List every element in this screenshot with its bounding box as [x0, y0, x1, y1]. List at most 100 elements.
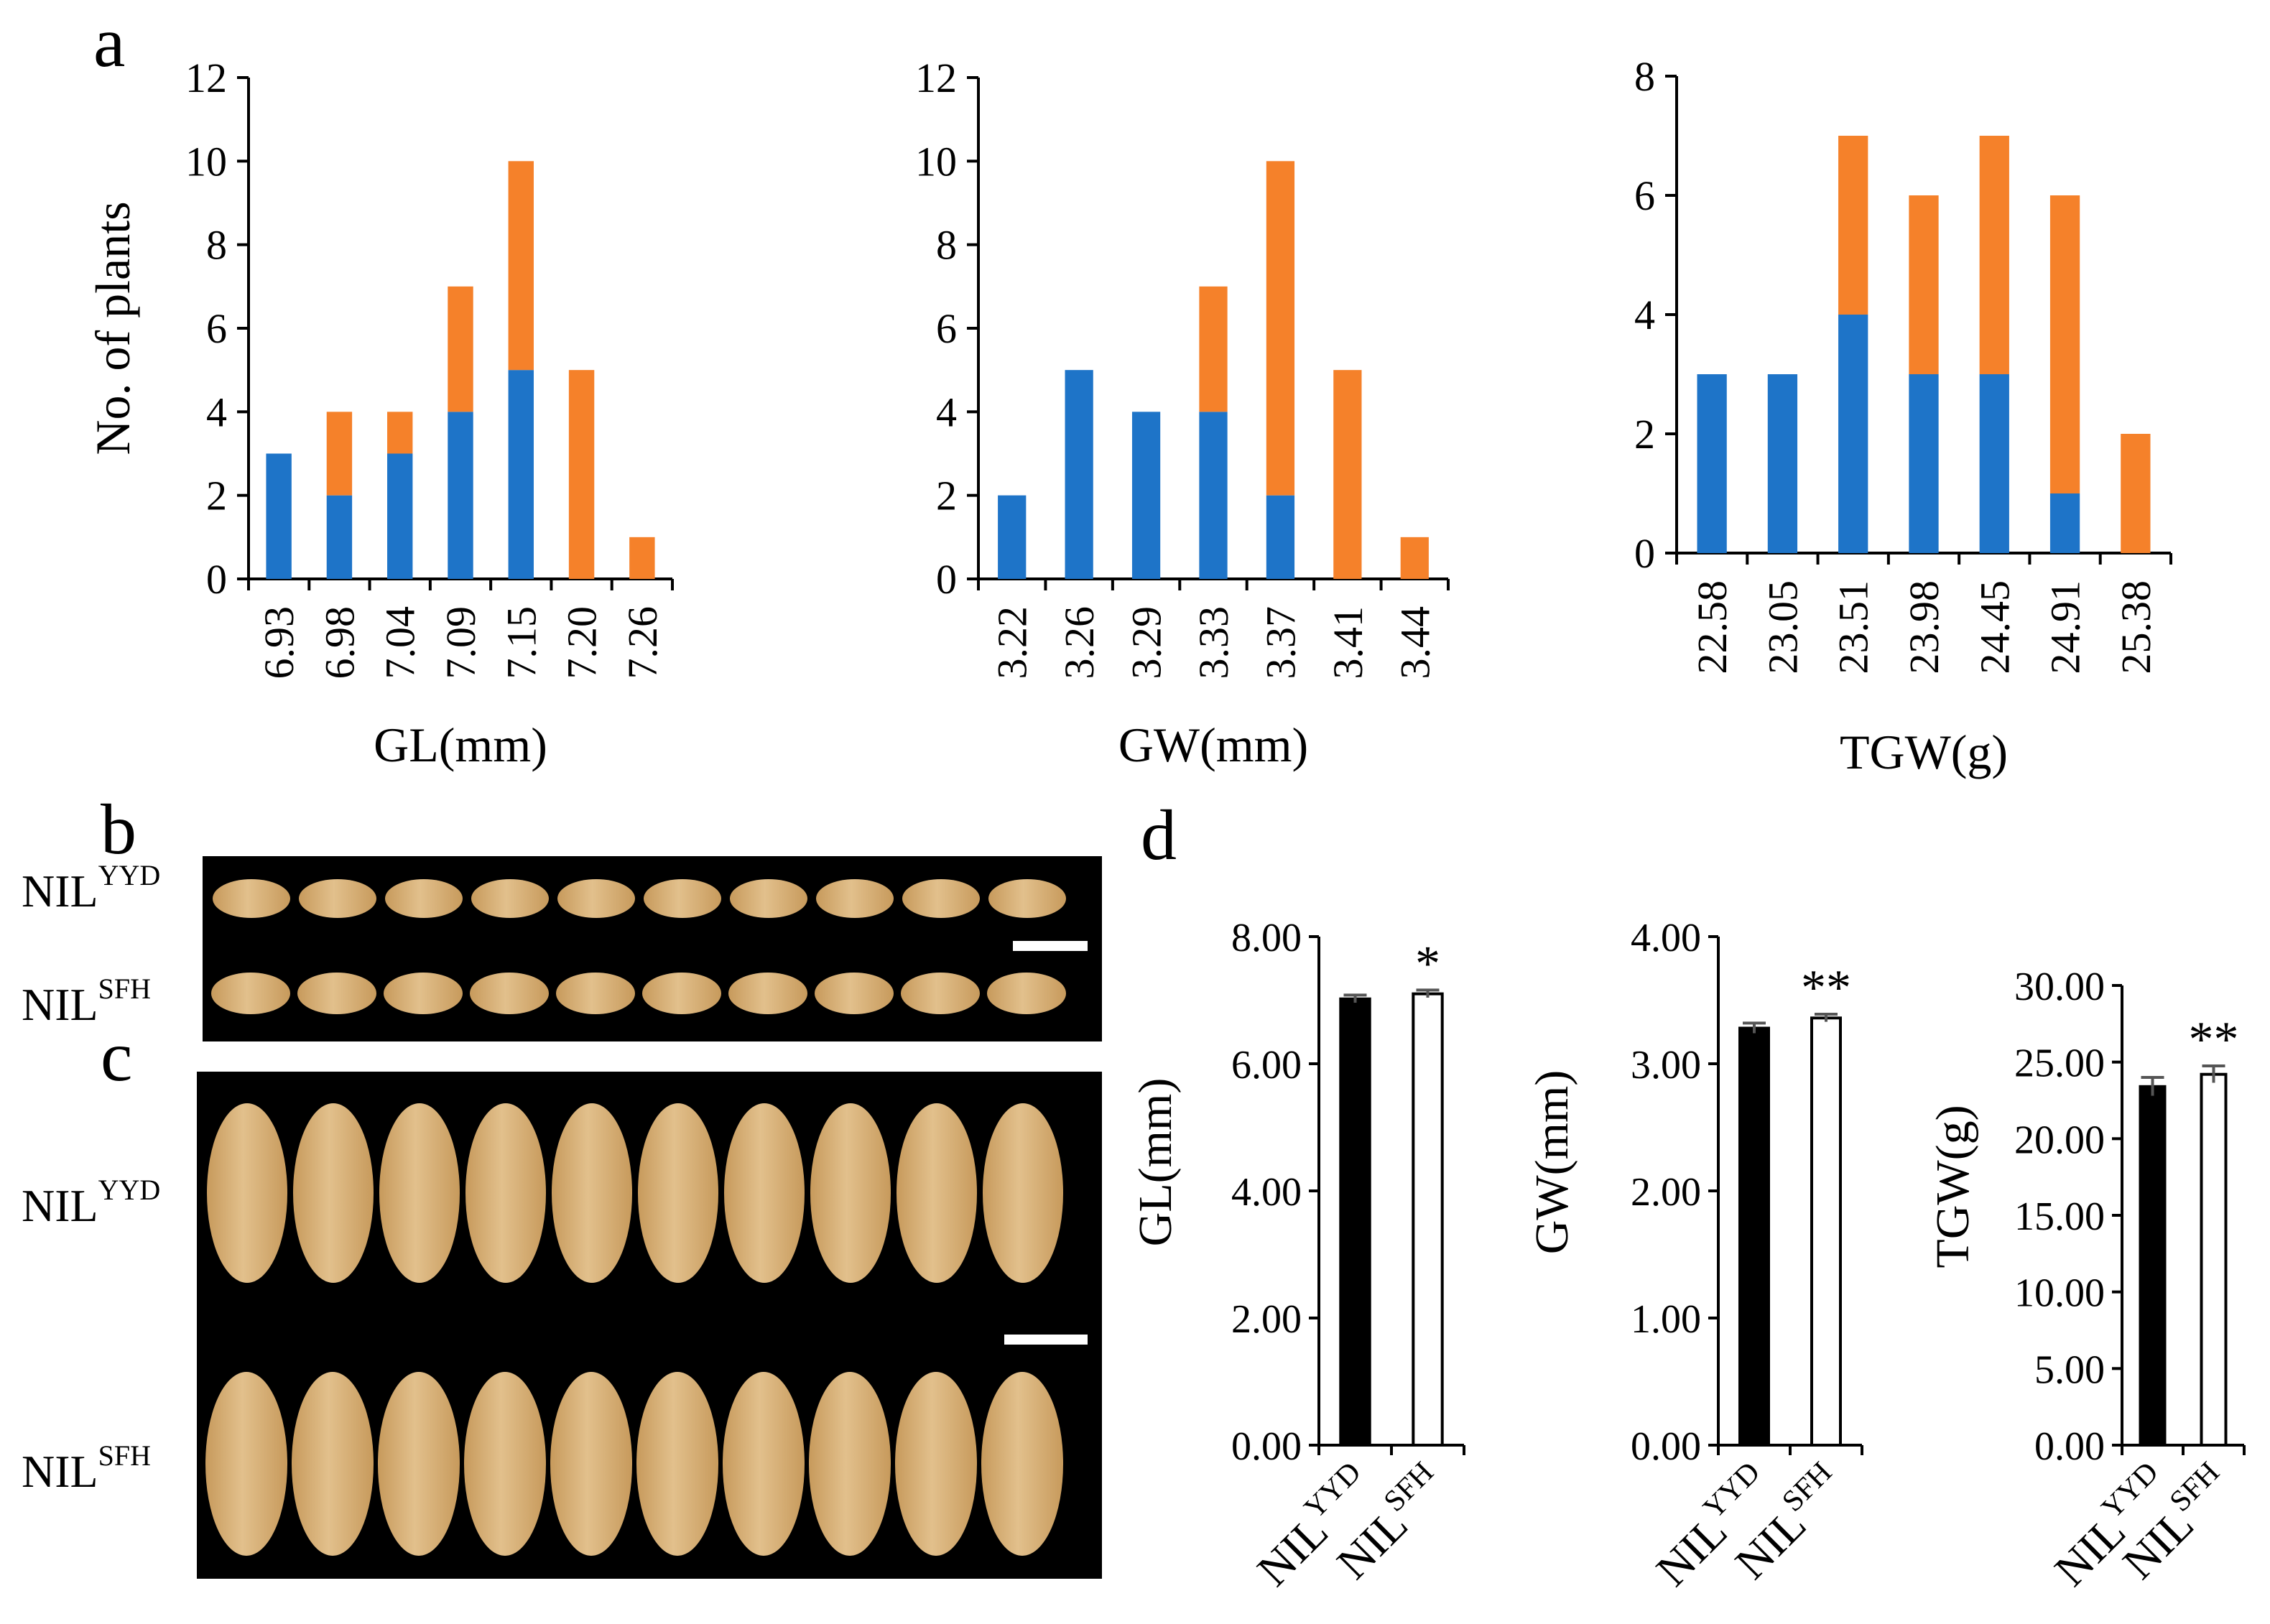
- bar-nil-yyd: [1339, 997, 1371, 1447]
- x-tick-label: 23.98: [1901, 580, 1947, 674]
- grain-image: [807, 1370, 892, 1561]
- bar-segment-orange: [1400, 537, 1429, 579]
- label-sup: SFH: [98, 1439, 151, 1472]
- x-tick-label: 7.15: [498, 606, 545, 679]
- y-axis-title: GW(mm): [1526, 1070, 1578, 1255]
- bar-segment-orange: [448, 286, 473, 412]
- y-tick-label: 10.00: [2014, 1271, 2105, 1316]
- bar-segment-blue: [1767, 374, 1798, 553]
- scale-bar: [1004, 1335, 1088, 1345]
- grain-image: [549, 1370, 634, 1561]
- grain-image: [204, 1370, 289, 1561]
- bar-segment-orange: [2121, 434, 2151, 553]
- grain-image: [468, 971, 550, 1019]
- significance-marker: *: [1415, 936, 1440, 991]
- grain-image: [987, 878, 1067, 923]
- grain-image: [815, 878, 895, 923]
- y-tick-label: 0: [936, 556, 957, 603]
- label-sup: YYD: [98, 859, 161, 891]
- grain-length-photo: [203, 856, 1102, 1041]
- y-tick-label: 10: [915, 138, 957, 185]
- photo-b-label-yyd: NILYYD: [22, 859, 160, 917]
- grain-image: [211, 878, 292, 923]
- grain-image: [382, 971, 464, 1019]
- y-tick-label: 4.00: [1631, 916, 1701, 960]
- x-tick-label: 24.45: [1971, 580, 2018, 674]
- bar-nil-sfh: [1412, 992, 1444, 1447]
- y-tick-label: 8: [936, 222, 957, 269]
- chart-gw-distribution: 0 2 4 6 8 10 12 3.22 3.26 3.29 3.33 3.37 3.41 3.44 GW(…: [915, 55, 1450, 772]
- bar-segment-orange: [326, 412, 353, 496]
- bar-nil-sfh: [2200, 1072, 2228, 1447]
- y-tick-label: 2: [206, 473, 227, 519]
- bar-nil-yyd: [2139, 1085, 2167, 1447]
- grain-image: [464, 1102, 547, 1288]
- panel-label-b: b: [101, 789, 136, 869]
- grain-image: [636, 1102, 720, 1288]
- bar-segment-blue: [1199, 412, 1228, 579]
- x-tick-label: 3.37: [1257, 606, 1304, 679]
- y-tick-label: 8: [1634, 53, 1655, 100]
- y-axis-title: TGW(g): [1927, 1105, 1979, 1268]
- y-tick-label: 6: [206, 305, 227, 352]
- grain-image: [809, 1102, 892, 1288]
- y-tick-label: 0.00: [1631, 1424, 1701, 1469]
- y-axis-title: GL(mm): [1129, 1078, 1182, 1247]
- grain-image: [378, 1102, 461, 1288]
- chart-tgw-distribution: 0 2 4 6 8 22.58 23.05 23.51 23.98 24.45 24.91 25.38…: [1634, 53, 2172, 779]
- bar-segment-blue: [1838, 315, 1868, 553]
- grain-image: [727, 971, 809, 1019]
- label-base: NIL: [22, 1446, 98, 1497]
- y-tick-label: 25.00: [2014, 1041, 2105, 1086]
- y-tick-label: 6: [936, 305, 957, 352]
- grain-image: [901, 878, 981, 923]
- bar-segment-blue: [1909, 374, 1939, 553]
- bar-segment-blue: [1979, 374, 2009, 553]
- bar-segment-blue: [448, 412, 473, 579]
- chart-tgw-comparison: 0.005.0010.0015.0020.0025.0030.00NILYYD*…: [1927, 965, 2246, 1596]
- grain-image: [813, 971, 895, 1019]
- grain-image: [376, 1370, 461, 1561]
- bar-segment-orange: [1333, 370, 1362, 579]
- bar-segment-orange: [1979, 136, 2009, 374]
- x-tick-label: 3.29: [1124, 606, 1170, 679]
- x-tick-label: 3.26: [1056, 606, 1103, 679]
- grain-image: [463, 1370, 547, 1561]
- grain-image: [721, 1370, 806, 1561]
- y-tick-label: 2.00: [1631, 1170, 1701, 1215]
- bar-segment-orange: [1266, 161, 1295, 496]
- y-tick-label: 8: [206, 222, 227, 269]
- x-tick-label: 7.04: [377, 606, 424, 679]
- y-tick-label: 20.00: [2014, 1118, 2105, 1162]
- x-axis-title: GW(mm): [1118, 718, 1308, 772]
- photo-c-label-yyd: NILYYD: [22, 1174, 160, 1231]
- y-tick-label: 2: [936, 473, 957, 519]
- x-tick-label: 3.41: [1325, 606, 1371, 679]
- x-tick-label: 3.44: [1391, 606, 1438, 679]
- bar-segment-orange: [1838, 136, 1868, 315]
- label-base: NIL: [22, 979, 98, 1030]
- grain-image: [470, 878, 550, 923]
- photo-b-label-sfh: NILSFH: [22, 973, 151, 1030]
- bar-segment-blue: [1131, 412, 1161, 579]
- grain-image: [292, 1102, 375, 1288]
- grain-width-photo: [197, 1072, 1102, 1579]
- grain-image: [556, 878, 636, 923]
- bar-segment-blue: [508, 370, 534, 579]
- x-tick-label: 7.26: [619, 606, 666, 679]
- y-tick-label: 5.00: [2034, 1347, 2105, 1392]
- label-sup: YYD: [98, 1174, 161, 1206]
- bar-segment-blue: [387, 453, 413, 579]
- y-tick-label: 4: [1634, 292, 1655, 338]
- bar-segment-blue: [1266, 495, 1295, 579]
- grain-image: [550, 1102, 634, 1288]
- y-tick-label: 1.00: [1631, 1297, 1701, 1342]
- bar-segment-blue: [1065, 370, 1093, 579]
- bar-segment-blue: [326, 495, 353, 579]
- panel-label-a: a: [93, 2, 125, 82]
- panel-label-d: d: [1141, 795, 1177, 875]
- y-tick-label: 2: [1634, 411, 1655, 458]
- x-tick-label: 23.51: [1830, 580, 1877, 674]
- photo-c-label-sfh: NILSFH: [22, 1439, 151, 1497]
